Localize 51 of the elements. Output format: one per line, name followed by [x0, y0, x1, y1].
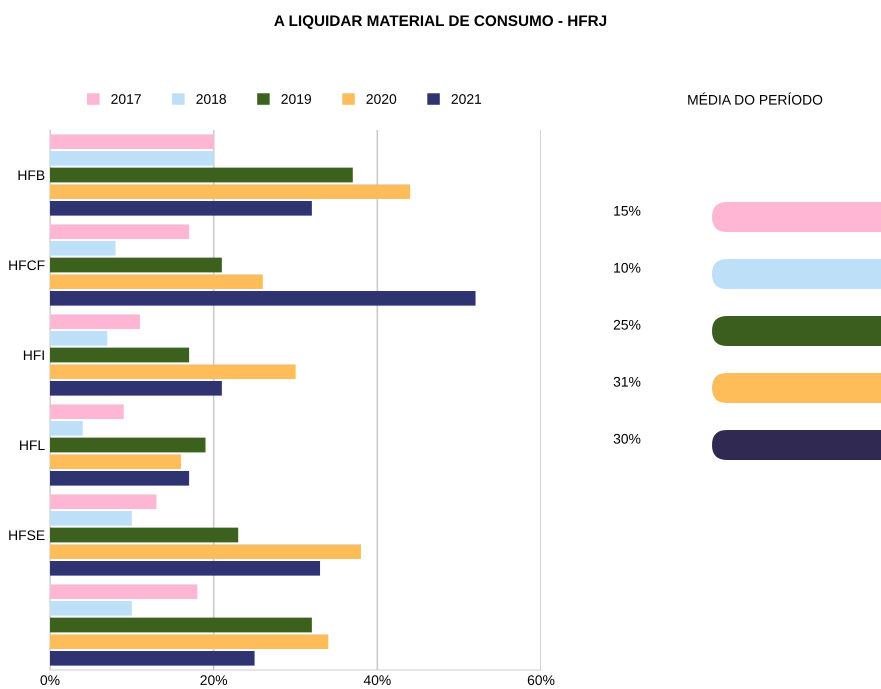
- y-tick-label: HFCF: [9, 260, 45, 270]
- text: 30%: [614, 434, 640, 444]
- bar: [50, 290, 476, 306]
- bar: [50, 168, 353, 182]
- bar: [50, 331, 108, 346]
- bar: [50, 584, 198, 600]
- text: 25%: [614, 320, 640, 330]
- bar: [50, 258, 222, 272]
- legend-label: 2021: [452, 94, 482, 104]
- text: 31%: [614, 376, 640, 387]
- y-tick-label: HFSE: [9, 530, 45, 540]
- x-tick-label: 40%: [364, 675, 391, 686]
- y-tick-label: HFB: [18, 170, 44, 180]
- text: 10%: [614, 262, 640, 273]
- legend-label: 2020: [366, 94, 396, 104]
- bar: [50, 528, 238, 542]
- chart-title: A LIQUIDAR MATERIAL DE CONSUMO - HFRJ: [274, 15, 606, 29]
- legend-label: 2017: [111, 94, 141, 104]
- bar: [50, 184, 410, 199]
- bar: [50, 494, 156, 510]
- bar: [50, 274, 263, 289]
- bar: [50, 544, 361, 559]
- x-tick-label: 20%: [200, 675, 228, 686]
- bar: [50, 421, 83, 436]
- bar: [50, 134, 214, 150]
- legend-label: 2018: [196, 94, 226, 104]
- bar: [50, 454, 181, 469]
- y-tick-label: HFL: [20, 440, 45, 450]
- bar: [50, 380, 222, 396]
- bar: [50, 634, 328, 649]
- x-tick-label: 0%: [40, 675, 60, 686]
- legend-label: 2019: [281, 94, 312, 104]
- bar: [50, 470, 190, 486]
- bar: [50, 511, 132, 526]
- bar: [50, 560, 320, 576]
- x-tick-label: 60%: [528, 675, 554, 686]
- bar: [50, 348, 190, 362]
- y-tick-label: HFI: [24, 350, 44, 360]
- bar: [50, 241, 116, 256]
- bar: [50, 364, 296, 379]
- bar: [50, 314, 140, 330]
- bar: [50, 601, 132, 616]
- bar: [50, 404, 124, 420]
- text: MÉDIA DO PERÍODO: [688, 92, 822, 105]
- bar: [50, 650, 255, 666]
- bar: [50, 438, 206, 452]
- bar: [50, 224, 190, 240]
- bar: [50, 200, 312, 216]
- text: 15%: [614, 206, 640, 216]
- bar: [50, 151, 214, 166]
- bar: [50, 618, 312, 632]
